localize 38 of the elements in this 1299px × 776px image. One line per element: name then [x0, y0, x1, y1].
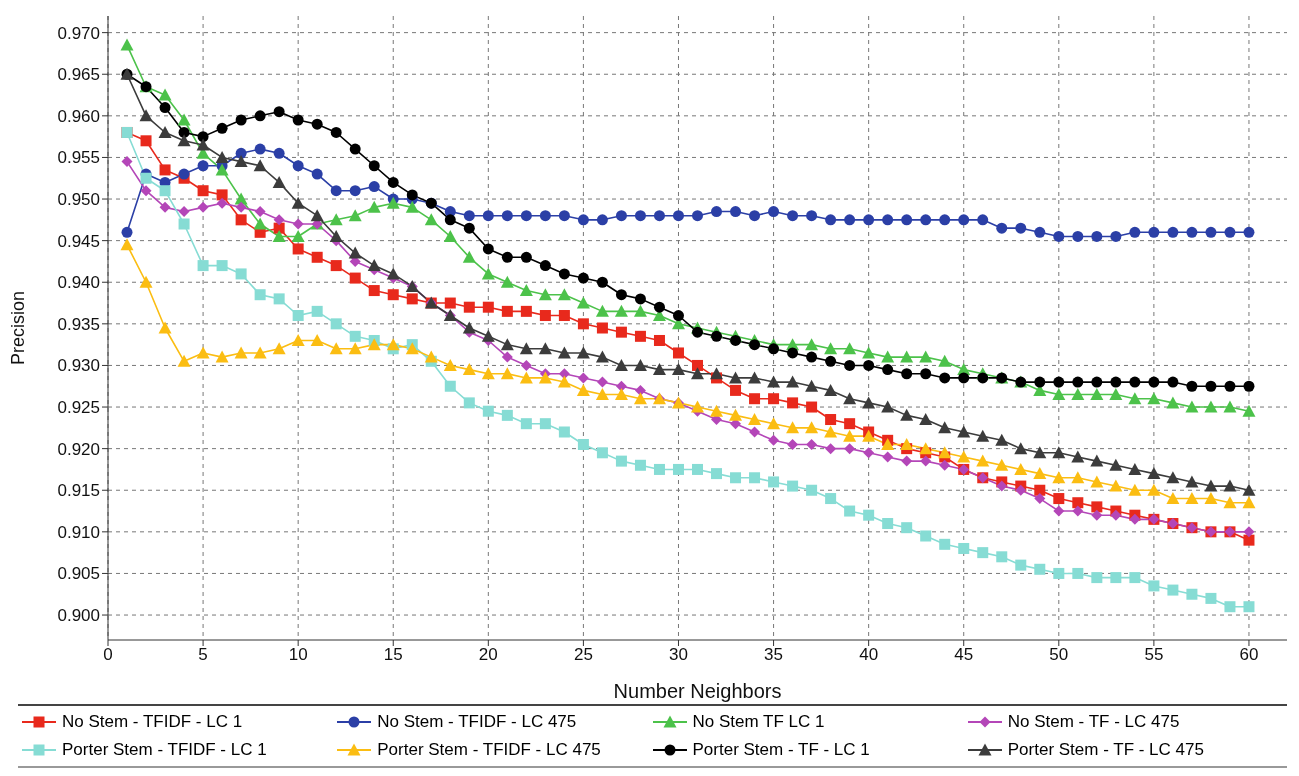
- y-tick-label: 0.910: [57, 522, 100, 542]
- legend-label: Porter Stem - TF - LC 475: [1007, 740, 1204, 760]
- y-tick-label: 0.955: [57, 148, 100, 168]
- y-tick-label: 0.925: [57, 398, 100, 418]
- legend-label: No Stem - TFIDF - LC 475: [377, 712, 577, 732]
- y-tick-label: 0.915: [57, 481, 100, 501]
- legend-label: No Stem - TFIDF - LC 1: [62, 712, 243, 732]
- legend-label: Porter Stem - TFIDF - LC 1: [62, 740, 267, 760]
- legend-label: Porter Stem - TFIDF - LC 475: [377, 740, 601, 760]
- x-tick-label: 40: [859, 645, 879, 665]
- y-tick-label: 0.960: [57, 106, 100, 126]
- y-tick-label: 0.935: [57, 314, 100, 334]
- x-tick-label: 25: [573, 645, 593, 665]
- x-tick-label: 20: [478, 645, 498, 665]
- x-axis-title: Number Neighbors: [613, 680, 782, 702]
- legend-label: No Stem TF LC 1: [692, 712, 825, 732]
- x-tick-label: 50: [1049, 645, 1069, 665]
- y-tick-label: 0.905: [57, 564, 100, 584]
- x-tick-label: 35: [764, 645, 784, 665]
- x-tick-label: 10: [288, 645, 308, 665]
- y-tick-label: 0.970: [57, 23, 100, 43]
- y-tick-label: 0.930: [57, 356, 100, 376]
- x-tick-label: 60: [1239, 645, 1259, 665]
- x-tick-label: 30: [669, 645, 688, 665]
- legend-label: No Stem - TF - LC 475: [1007, 712, 1180, 732]
- x-tick-label: 5: [198, 645, 208, 665]
- x-tick-label: 15: [383, 645, 403, 665]
- x-tick-label: 0: [103, 645, 113, 665]
- y-tick-label: 0.965: [57, 65, 100, 85]
- x-tick-label: 45: [954, 645, 974, 665]
- legend-label: Porter Stem - TF - LC 1: [692, 740, 870, 760]
- y-tick-label: 0.900: [57, 606, 100, 626]
- y-axis-title: Precision: [8, 290, 29, 366]
- y-tick-label: 0.920: [57, 439, 100, 459]
- y-tick-label: 0.940: [57, 273, 100, 293]
- y-tick-label: 0.945: [57, 231, 100, 251]
- x-tick-label: 55: [1144, 645, 1164, 665]
- y-tick-label: 0.950: [57, 190, 100, 210]
